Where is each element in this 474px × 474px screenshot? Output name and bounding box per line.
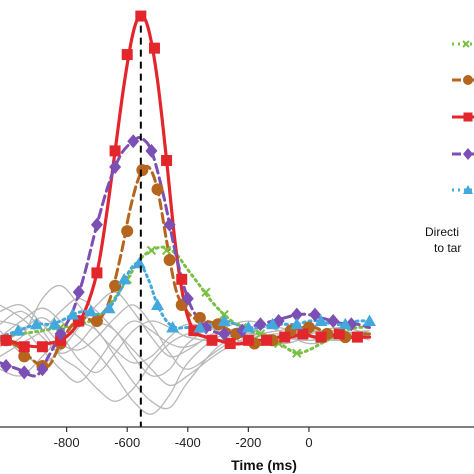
data-point-square — [18, 341, 30, 353]
legend-marker-x — [462, 40, 470, 48]
data-point-diamond — [54, 326, 67, 341]
legend-marker-triangle — [463, 185, 473, 194]
data-point-diamond — [18, 365, 31, 380]
data-point-diamond — [308, 307, 321, 322]
legend-label: to tar — [434, 241, 461, 255]
data-point-triangle — [84, 304, 98, 317]
data-point-diamond — [181, 291, 194, 306]
data-point-square — [135, 10, 147, 22]
data-point-diamond — [127, 134, 140, 149]
data-point-circle — [109, 279, 122, 292]
x-axis: -800 -600 -400 -200 0 — [0, 426, 474, 450]
data-point-square — [333, 328, 345, 340]
data-point-diamond — [254, 317, 267, 332]
data-point-square — [121, 49, 133, 61]
data-point-circle — [151, 183, 164, 196]
data-point-circle — [90, 315, 103, 328]
data-point-square — [0, 334, 12, 346]
data-point-square — [176, 273, 188, 285]
x-tick-label: -800 — [54, 435, 80, 450]
data-point-square — [161, 155, 173, 167]
data-point-x — [146, 245, 157, 256]
data-point-triangle — [266, 317, 280, 330]
x-axis-title: Time (ms) — [231, 457, 297, 473]
data-point-square — [279, 331, 291, 343]
data-point-square — [351, 331, 363, 343]
data-point-circle — [163, 254, 176, 267]
data-point-triangle — [48, 317, 62, 330]
data-point-diamond — [218, 326, 231, 341]
data-point-square — [148, 42, 160, 54]
data-point-triangle — [241, 320, 255, 333]
data-point-triangle — [11, 324, 25, 336]
data-point-square — [91, 267, 103, 279]
data-point-triangle — [66, 308, 80, 320]
data-point-diamond — [327, 314, 340, 329]
data-point-triangle — [363, 314, 377, 327]
data-point-diamond — [0, 359, 13, 373]
data-point-triangle — [150, 298, 164, 310]
x-tick-label: -600 — [114, 435, 140, 450]
data-point-triangle — [193, 320, 207, 333]
data-point-x — [161, 245, 172, 256]
x-tick-label: -200 — [235, 435, 261, 450]
data-point-diamond — [145, 143, 158, 158]
data-point-square — [242, 334, 254, 346]
legend-label: Directi — [425, 225, 459, 239]
data-point-circle — [18, 350, 31, 363]
data-point-circle — [193, 311, 206, 324]
legend-marker-diamond — [463, 148, 473, 160]
data-point-square — [206, 334, 218, 346]
data-point-diamond — [163, 217, 176, 232]
data-point-circle — [121, 225, 134, 238]
data-point-square — [73, 315, 85, 327]
legend-marker-square — [463, 112, 473, 122]
data-point-square — [109, 145, 121, 157]
data-point-diamond — [109, 159, 122, 174]
data-point-square — [188, 325, 200, 337]
data-point-square — [36, 341, 48, 353]
data-point-square — [315, 331, 327, 343]
data-point-triangle — [217, 314, 231, 327]
data-point-square — [297, 328, 309, 340]
series-markers — [0, 10, 377, 380]
x-tick-label: 0 — [305, 435, 312, 450]
data-point-triangle — [102, 301, 116, 314]
series-line-x — [0, 245, 371, 355]
data-point-diamond — [72, 285, 85, 300]
data-point-diamond — [90, 217, 103, 232]
data-point-x — [292, 348, 302, 358]
x-tick-label: -400 — [175, 435, 201, 450]
data-point-triangle — [132, 256, 146, 269]
legend: Directi to tar — [425, 40, 474, 255]
data-point-triangle — [117, 272, 131, 285]
data-point-square — [261, 334, 273, 346]
data-point-triangle — [29, 317, 43, 330]
data-point-triangle — [314, 314, 328, 327]
data-point-circle — [136, 164, 149, 177]
data-point-triangle — [166, 320, 180, 333]
data-point-triangle — [290, 317, 304, 330]
legend-marker-circle — [463, 75, 473, 85]
data-point-triangle — [338, 317, 352, 330]
data-point-square — [224, 338, 236, 350]
data-point-x — [201, 287, 211, 297]
data-point-diamond — [290, 307, 303, 322]
data-point-diamond — [36, 362, 49, 377]
